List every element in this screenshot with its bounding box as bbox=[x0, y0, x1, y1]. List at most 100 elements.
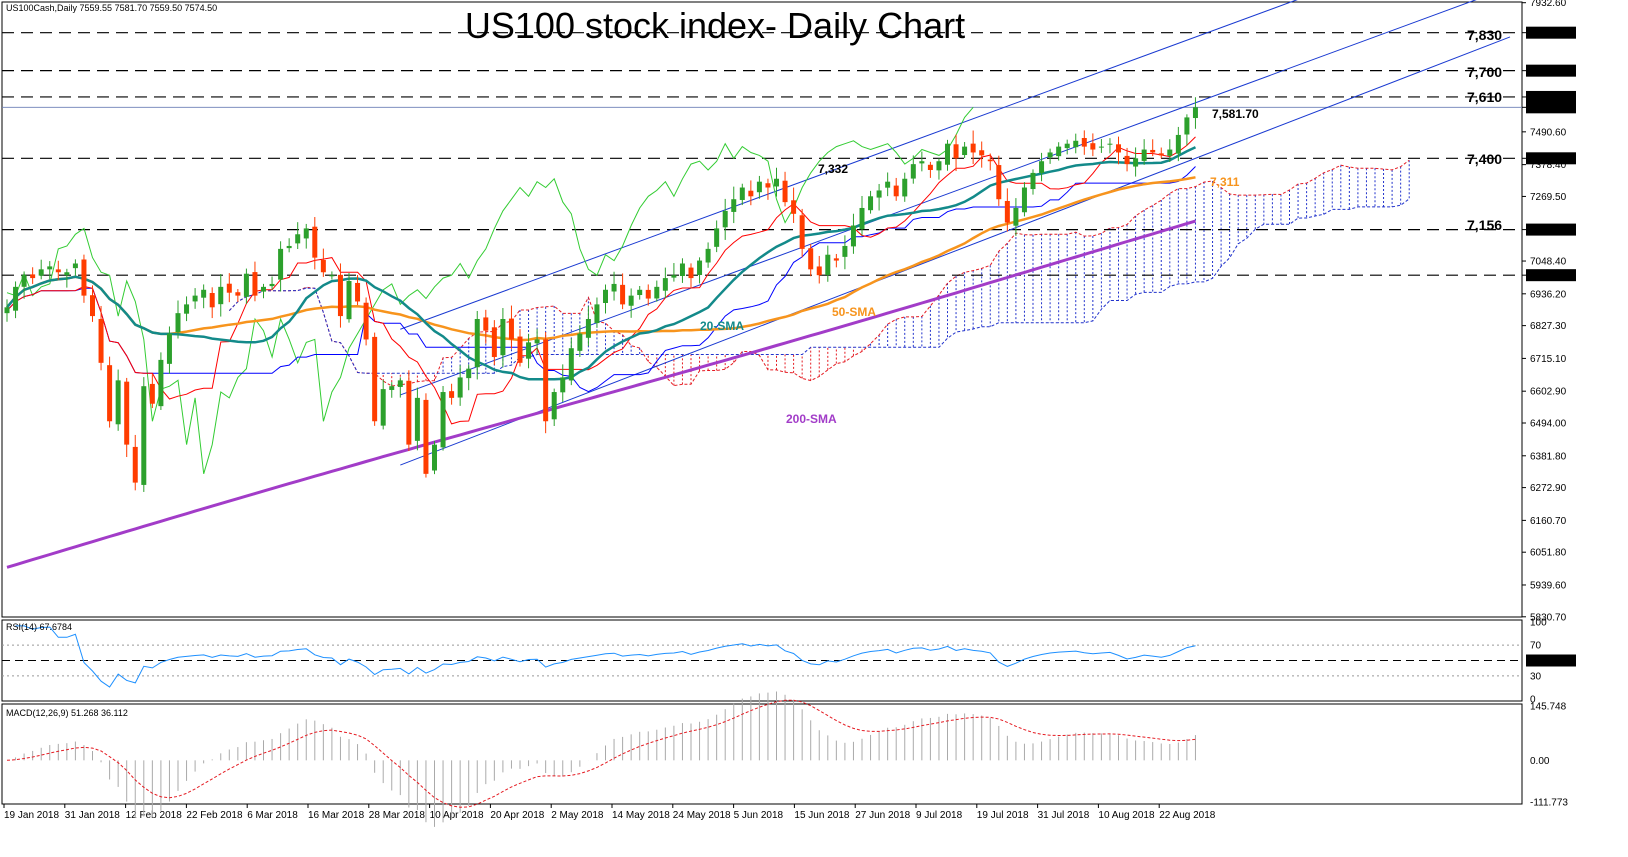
y-tick-label: 6827.30 bbox=[1530, 321, 1567, 332]
y-tick-label: 6715.10 bbox=[1530, 354, 1567, 365]
candle-body bbox=[765, 183, 771, 188]
candle-body bbox=[637, 289, 643, 296]
candle-body bbox=[201, 289, 207, 298]
y-tick-label: 6494.00 bbox=[1530, 419, 1567, 430]
candle-body bbox=[816, 266, 822, 276]
rsi-label: RSI(14) 67.6784 bbox=[6, 622, 72, 632]
x-tick-label: 2 May 2018 bbox=[551, 810, 604, 821]
candle-body bbox=[1039, 161, 1045, 173]
candle-body bbox=[688, 267, 694, 279]
candle-body bbox=[748, 190, 754, 197]
candle-body bbox=[808, 248, 814, 270]
rsi-tick-label: 50.0000 bbox=[1530, 656, 1567, 667]
macd-label: MACD(12,26,9) 51.268 36.112 bbox=[6, 708, 128, 718]
candle-body bbox=[1013, 207, 1019, 226]
x-tick-label: 31 Jul 2018 bbox=[1038, 810, 1090, 821]
y-tick-label: 6936.20 bbox=[1530, 289, 1567, 300]
x-tick-label: 6 Mar 2018 bbox=[247, 810, 298, 821]
y-tick-label: 7830.00 bbox=[1530, 28, 1567, 39]
candle-body bbox=[440, 392, 446, 448]
y-tick-highlight bbox=[1526, 64, 1576, 77]
candle-body bbox=[508, 318, 514, 340]
candle-body bbox=[500, 318, 506, 356]
candle-body bbox=[21, 275, 27, 287]
candle-body bbox=[243, 273, 249, 297]
y-tick-label: 6381.80 bbox=[1530, 451, 1567, 462]
candle-body bbox=[432, 444, 437, 471]
y-tick-highlight bbox=[1526, 152, 1576, 165]
candle-body bbox=[987, 159, 993, 162]
x-tick-label: 9 Jul 2018 bbox=[916, 810, 963, 821]
candle-body bbox=[671, 275, 677, 278]
x-tick-label: 19 Jul 2018 bbox=[977, 810, 1029, 821]
candle-body bbox=[30, 274, 36, 279]
candle-body bbox=[885, 181, 891, 188]
y-tick-label: 7490.60 bbox=[1530, 127, 1567, 138]
candle-body bbox=[868, 196, 874, 211]
rsi-line bbox=[15, 625, 1196, 688]
rsi-tick-label: 0 bbox=[1530, 695, 1536, 706]
x-tick-label: 22 Feb 2018 bbox=[186, 810, 243, 821]
candle-body bbox=[269, 283, 275, 287]
candle-body bbox=[346, 281, 352, 320]
candle-body bbox=[457, 377, 463, 398]
candle-body bbox=[945, 143, 950, 165]
x-tick-label: 12 Feb 2018 bbox=[126, 810, 183, 821]
candle-body bbox=[654, 286, 660, 299]
candle-body bbox=[1073, 140, 1079, 148]
candle-body bbox=[13, 286, 19, 311]
candle-body bbox=[4, 307, 10, 314]
candle-body bbox=[722, 210, 728, 228]
annotation-7311: 7,311 bbox=[1210, 175, 1240, 189]
level-label-7700: 7,700 bbox=[1467, 64, 1502, 80]
candle-body bbox=[517, 336, 523, 363]
candle-body bbox=[1158, 153, 1164, 156]
candle-body bbox=[799, 215, 805, 249]
candle-body bbox=[1030, 172, 1036, 190]
x-tick-label: 22 Aug 2018 bbox=[1159, 810, 1216, 821]
y-tick-label: 7400.00 bbox=[1530, 154, 1567, 165]
candle-body bbox=[594, 304, 600, 324]
candle-body bbox=[337, 274, 343, 317]
candle-body bbox=[158, 359, 164, 407]
macd-tick-label: -111.773 bbox=[1530, 798, 1568, 809]
annotation-high: 7,581.70 bbox=[1212, 107, 1259, 121]
senkou-a-line bbox=[228, 159, 1410, 387]
candle-body bbox=[414, 397, 420, 441]
y-tick-label: 7048.40 bbox=[1530, 257, 1567, 268]
level-label-7610: 7,610 bbox=[1467, 89, 1502, 105]
candlesticks bbox=[4, 97, 1198, 492]
candle-body bbox=[756, 181, 762, 193]
macd-signal-line bbox=[6, 699, 1196, 808]
candle-body bbox=[842, 245, 848, 257]
candle-body bbox=[449, 391, 455, 398]
candle-body bbox=[782, 180, 788, 203]
y-tick-label: 7574.50 bbox=[1530, 103, 1567, 114]
candle-body bbox=[209, 293, 215, 308]
candle-body bbox=[406, 380, 412, 445]
candle-body bbox=[64, 272, 70, 276]
y-tick-highlight bbox=[1526, 101, 1576, 114]
candle-body bbox=[355, 282, 361, 302]
candle-body bbox=[192, 295, 198, 302]
candle-body bbox=[1090, 143, 1096, 150]
macd-tick-label: 0.00 bbox=[1530, 756, 1550, 767]
candle-body bbox=[705, 248, 711, 263]
candle-body bbox=[363, 302, 369, 340]
candle-body bbox=[697, 260, 703, 276]
rsi-tick-label: 70 bbox=[1530, 641, 1542, 652]
candle-body bbox=[1150, 149, 1156, 153]
candle-body bbox=[226, 283, 232, 293]
candle-body bbox=[372, 336, 378, 422]
rsi-tick-label: 30 bbox=[1530, 671, 1542, 682]
candle-body bbox=[491, 327, 497, 357]
x-tick-label: 19 Jan 2018 bbox=[4, 810, 59, 821]
x-tick-label: 14 May 2018 bbox=[612, 810, 670, 821]
candle-body bbox=[389, 386, 395, 390]
x-tick-label: 28 Mar 2018 bbox=[369, 810, 426, 821]
x-tick-label: 31 Jan 2018 bbox=[65, 810, 120, 821]
senkou-b-line bbox=[228, 198, 1410, 374]
y-tick-label: 7700.00 bbox=[1530, 66, 1567, 77]
label-200-sma: 200-SMA bbox=[786, 412, 837, 426]
